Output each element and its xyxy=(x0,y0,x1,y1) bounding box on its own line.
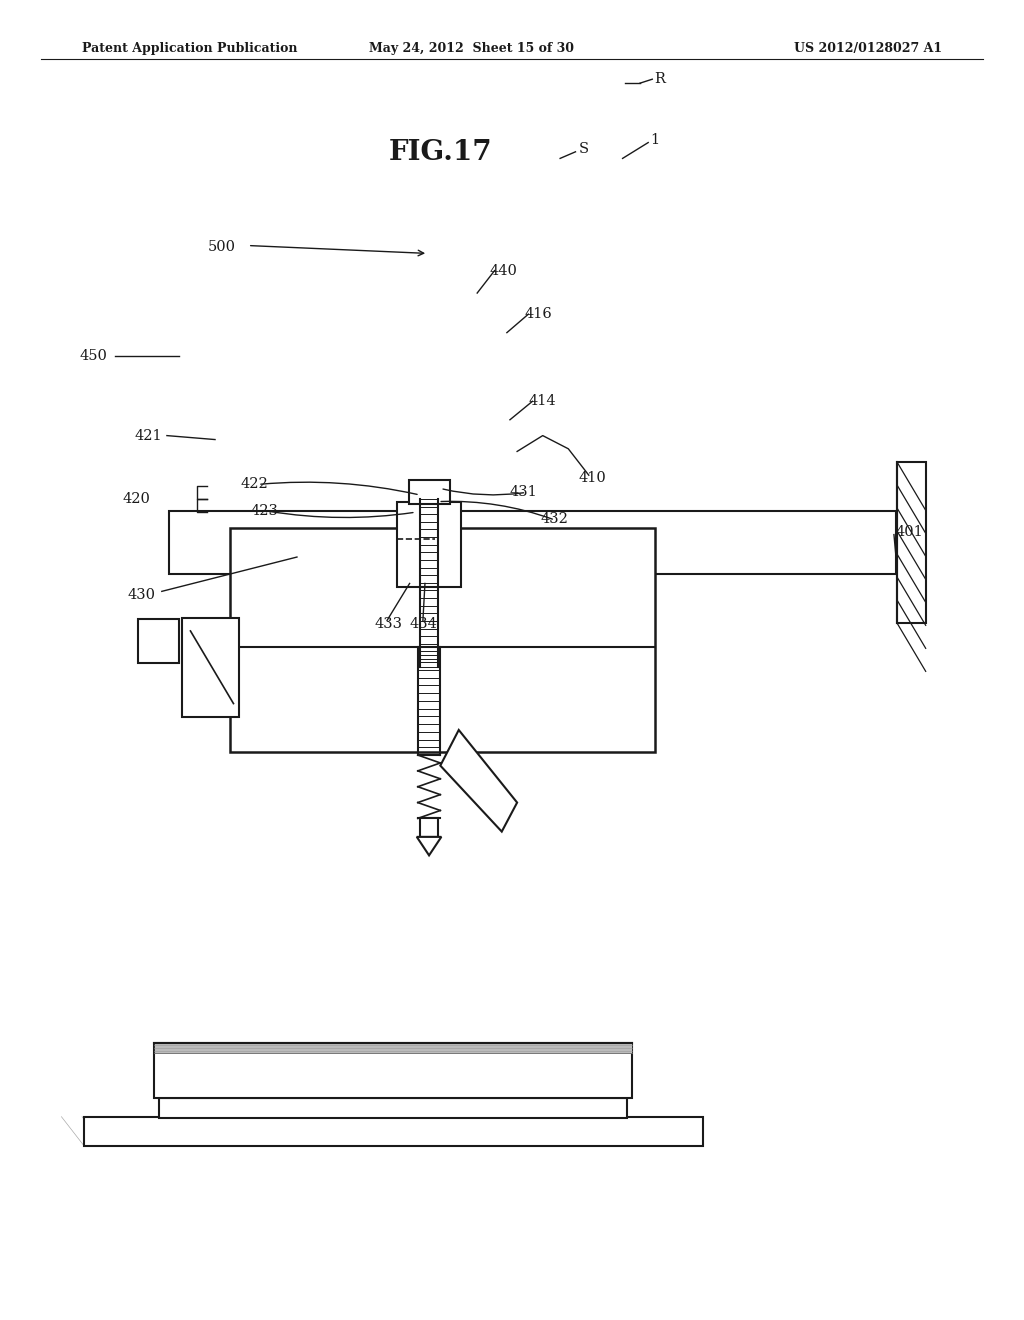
Text: 414: 414 xyxy=(528,395,556,408)
Text: 416: 416 xyxy=(524,308,552,321)
Text: 430: 430 xyxy=(128,589,156,602)
Text: 423: 423 xyxy=(251,504,279,517)
Bar xyxy=(154,1043,632,1098)
Text: 450: 450 xyxy=(80,350,108,363)
Polygon shape xyxy=(440,730,517,832)
Bar xyxy=(420,818,438,837)
Bar xyxy=(159,1098,627,1118)
Text: R: R xyxy=(654,73,666,86)
Text: 500: 500 xyxy=(208,240,236,253)
Text: 1: 1 xyxy=(650,133,659,147)
Polygon shape xyxy=(417,837,441,855)
Bar xyxy=(182,618,239,717)
Text: US 2012/0128027 A1: US 2012/0128027 A1 xyxy=(794,42,942,55)
Bar xyxy=(397,502,461,587)
Bar xyxy=(230,528,655,752)
Bar xyxy=(154,1043,632,1053)
Text: 432: 432 xyxy=(541,512,568,525)
Text: May 24, 2012  Sheet 15 of 30: May 24, 2012 Sheet 15 of 30 xyxy=(369,42,573,55)
Text: 433: 433 xyxy=(375,618,402,631)
Bar xyxy=(409,480,450,504)
Bar xyxy=(138,619,179,663)
Text: 440: 440 xyxy=(489,264,517,277)
Text: 422: 422 xyxy=(241,478,268,491)
Text: 401: 401 xyxy=(896,525,924,539)
Text: 410: 410 xyxy=(579,471,606,484)
Bar xyxy=(169,511,896,574)
Text: 420: 420 xyxy=(123,492,151,506)
Text: 431: 431 xyxy=(510,486,538,499)
Text: Patent Application Publication: Patent Application Publication xyxy=(82,42,297,55)
Text: S: S xyxy=(579,143,589,156)
Text: FIG.17: FIG.17 xyxy=(388,139,493,165)
Text: 421: 421 xyxy=(134,429,162,442)
Text: 434: 434 xyxy=(410,618,437,631)
Bar xyxy=(897,462,926,623)
Bar xyxy=(84,1117,703,1146)
